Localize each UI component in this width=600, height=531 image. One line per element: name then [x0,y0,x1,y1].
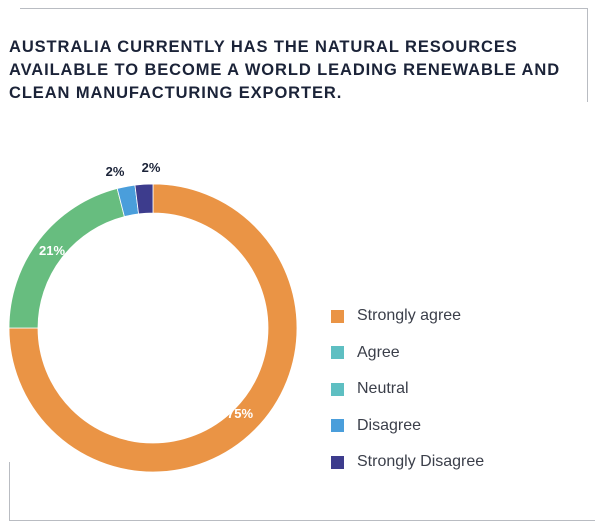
slice-label-disagree: 2% [106,164,125,179]
legend-item-strongly-agree: Strongly agree [331,298,484,335]
legend-swatch [331,346,344,360]
legend-label: Agree [357,343,400,361]
frame-border-right [587,8,588,102]
legend-item-agree: Agree [331,335,484,372]
chart-title: AUSTRALIA CURRENTLY HAS THE NATURAL RESO… [9,38,561,102]
slice-label-strongly-disagree: 2% [142,160,161,175]
chart-legend: Strongly agree Agree Neutral Disagree Strong… [331,298,484,481]
frame-border-left [9,462,10,520]
legend-swatch [331,419,344,433]
legend-label: Neutral [357,380,409,398]
frame-border-top [20,8,587,9]
slice-label-neutral: 21% [39,243,65,258]
legend-swatch [331,382,344,396]
legend-item-disagree: Disagree [331,408,484,445]
legend-item-strongly-disagree: Strongly Disagree [331,444,484,481]
slice-label-strongly-agree: 75% [227,406,253,421]
legend-swatch [331,455,344,469]
legend-item-neutral: Neutral [331,371,484,408]
legend-label: Disagree [357,416,422,434]
slice-neutral [8,188,125,329]
slice-strongly-agree [8,183,298,473]
slice-strongly-disagree [134,183,154,215]
legend-swatch [331,309,344,323]
legend-label: Strongly agree [357,307,462,325]
legend-label: Strongly Disagree [357,453,485,471]
frame-border-bottom [9,520,595,521]
